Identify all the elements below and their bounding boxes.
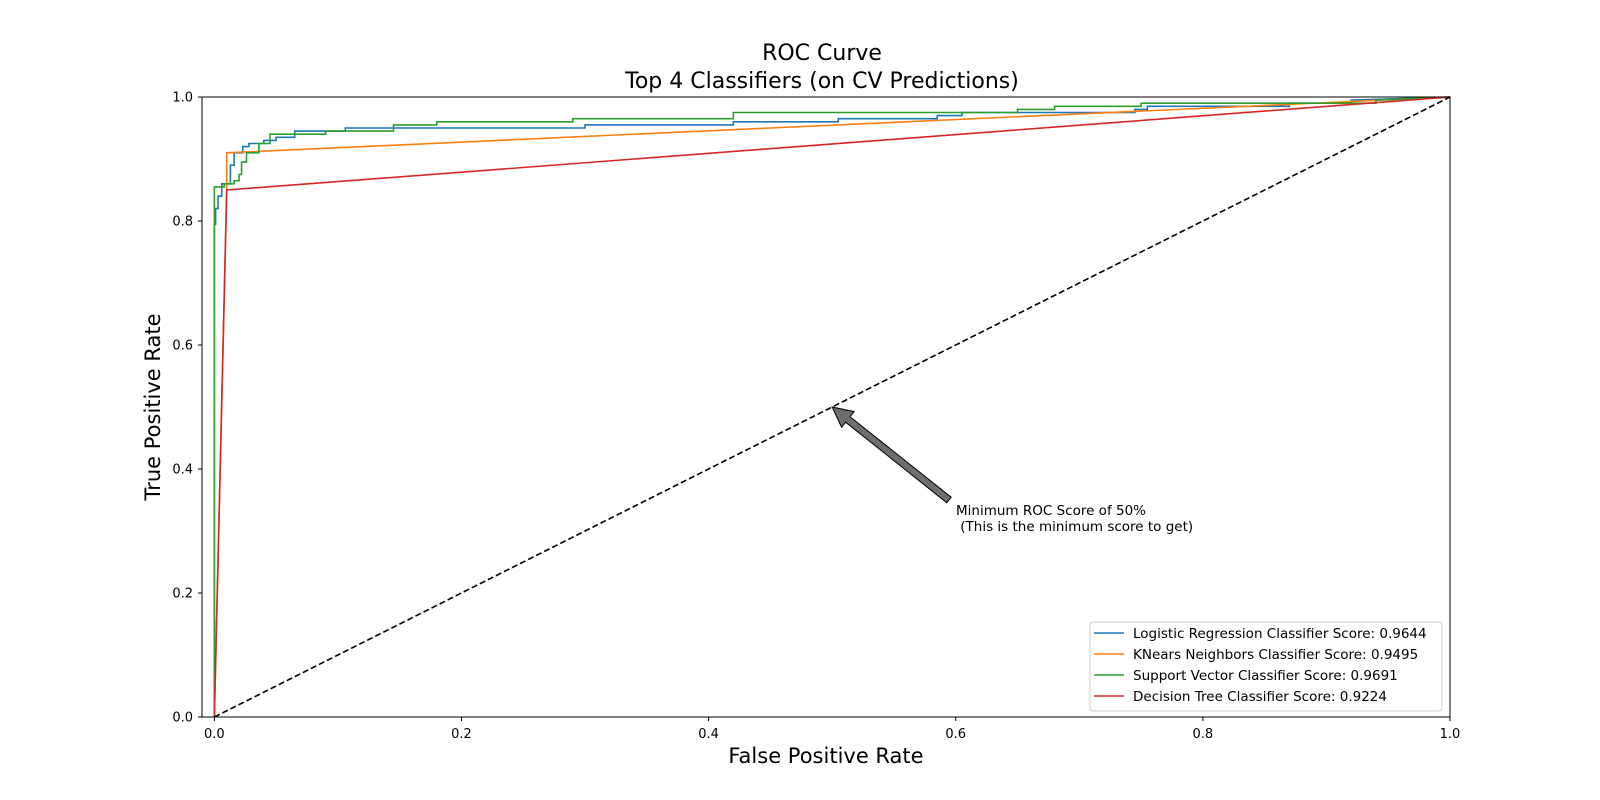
legend-item-2: Support Vector Classifier Score: 0.9691 [1094,668,1398,684]
y-axis: 0.0 0.2 0.4 0.6 0.8 1.0 [172,91,202,726]
y-tick-label: 0.0 [172,711,193,726]
x-axis: 0.0 0.2 0.4 0.6 0.8 1.0 [204,717,1460,742]
x-tick-label: 0.4 [698,727,719,742]
x-tick-label: 0.2 [451,727,472,742]
chart-title: ROC Curve [762,41,882,66]
reference-diagonal-line [213,96,1451,718]
y-tick-label: 0.6 [172,339,193,354]
y-tick-label: 1.0 [172,91,193,106]
plot-area [213,96,1451,718]
x-tick-label: 0.8 [1193,727,1214,742]
legend: Logistic Regression Classifier Score: 0.… [1089,621,1443,712]
y-axis-label: True Positive Rate [141,313,165,501]
legend-label-3: Decision Tree Classifier Score: 0.9224 [1133,689,1387,705]
x-tick-label: 1.0 [1440,727,1461,742]
x-tick-label: 0.0 [204,727,225,742]
x-axis-label: False Positive Rate [728,744,923,768]
legend-item-3: Decision Tree Classifier Score: 0.9224 [1094,689,1387,705]
legend-label-1: KNears Neighbors Classifier Score: 0.949… [1133,647,1418,663]
series-line-0 [213,96,1451,717]
legend-item-1: KNears Neighbors Classifier Score: 0.949… [1094,647,1418,663]
chart-subtitle: Top 4 Classifiers (on CV Predictions) [624,69,1019,94]
legend-label-0: Logistic Regression Classifier Score: 0.… [1133,626,1427,642]
y-tick-label: 0.2 [172,587,193,602]
y-tick-label: 0.4 [172,463,193,478]
plot-frame [201,96,1451,718]
annotation-text-line1: Minimum ROC Score of 50% [956,503,1146,519]
y-tick-label: 0.8 [172,215,193,230]
annotation-arrow-shape [831,406,952,504]
legend-box [1089,621,1443,712]
series-line-2 [213,96,1451,717]
legend-item-0: Logistic Regression Classifier Score: 0.… [1094,626,1427,642]
x-tick-label: 0.6 [945,727,966,742]
series-line-3 [213,96,1451,718]
annotation-arrow [831,406,952,504]
legend-label-2: Support Vector Classifier Score: 0.9691 [1133,668,1398,684]
annotation-text-line2: (This is the minimum score to get) [956,519,1193,535]
